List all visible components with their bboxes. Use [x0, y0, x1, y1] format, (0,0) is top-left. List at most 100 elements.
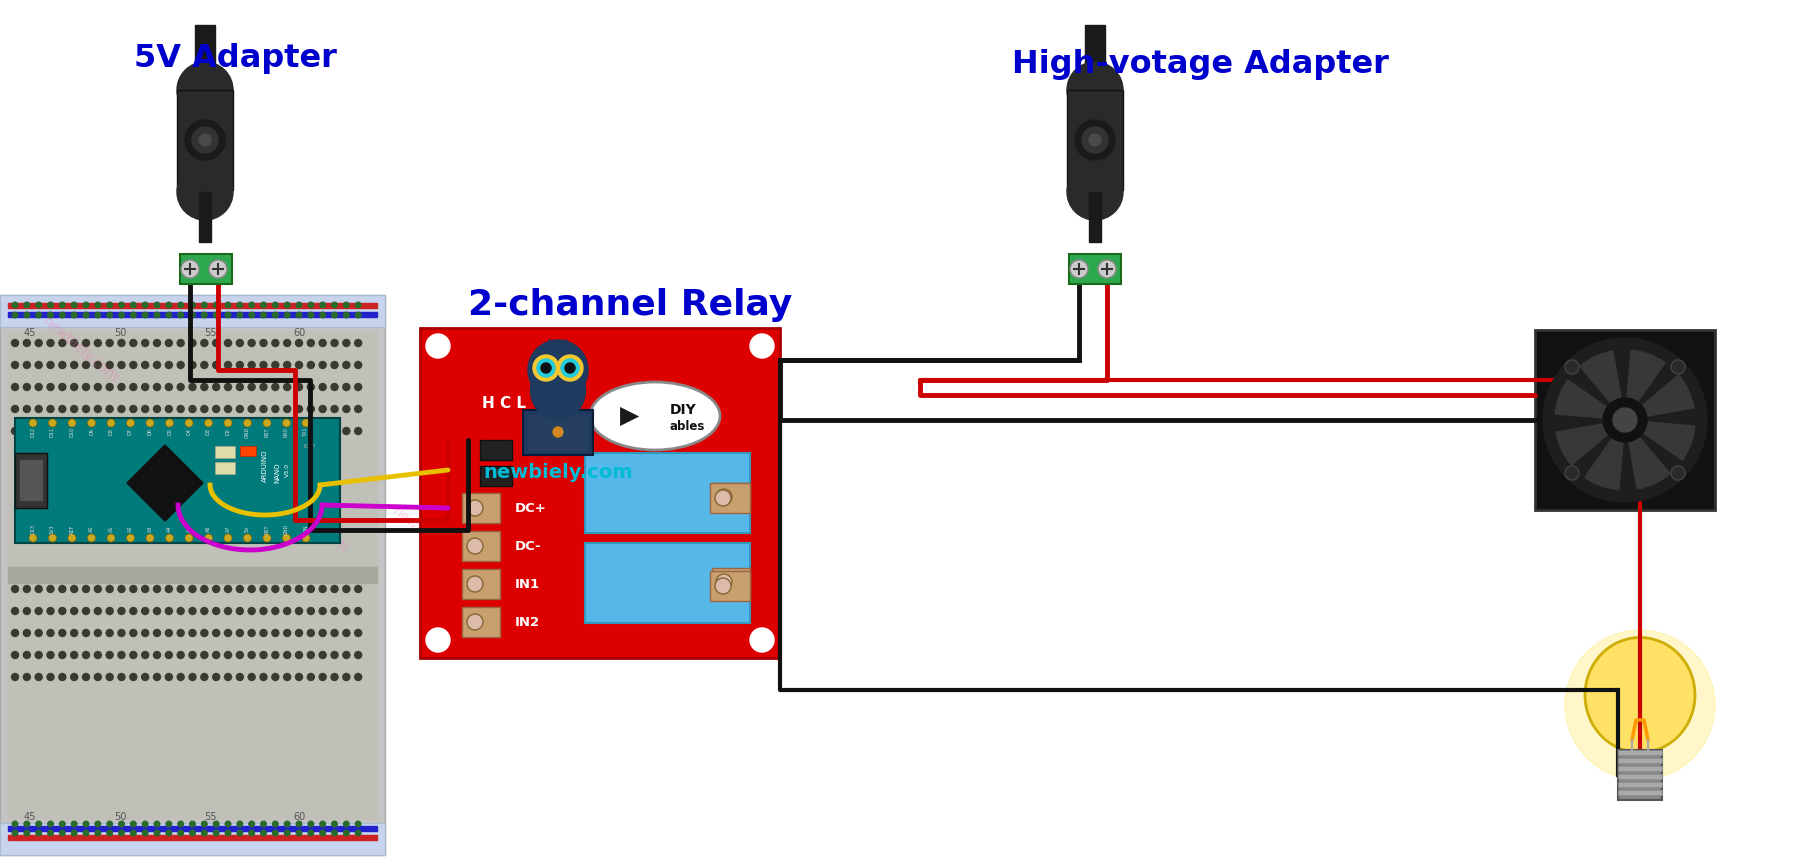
Circle shape: [283, 608, 290, 615]
Circle shape: [319, 303, 326, 308]
Circle shape: [283, 406, 290, 413]
Bar: [1536, 330, 1715, 510]
Circle shape: [178, 821, 183, 827]
Circle shape: [236, 651, 243, 659]
Circle shape: [11, 383, 18, 390]
Circle shape: [83, 674, 89, 681]
Circle shape: [272, 312, 277, 318]
Bar: [586, 453, 751, 533]
Circle shape: [283, 674, 290, 681]
Circle shape: [1082, 127, 1108, 153]
Circle shape: [154, 427, 161, 434]
Text: newbiely.com: newbiely.com: [270, 485, 350, 556]
Circle shape: [296, 303, 301, 308]
Circle shape: [248, 821, 254, 827]
Circle shape: [58, 651, 65, 659]
Circle shape: [118, 831, 125, 836]
Circle shape: [303, 419, 310, 427]
Circle shape: [343, 312, 350, 318]
Bar: [713, 568, 751, 596]
Circle shape: [34, 674, 42, 681]
Circle shape: [118, 383, 125, 390]
Circle shape: [212, 608, 219, 615]
Circle shape: [308, 585, 314, 592]
Circle shape: [332, 427, 337, 434]
Circle shape: [283, 340, 290, 347]
Circle shape: [178, 629, 185, 636]
Text: ables: ables: [671, 420, 705, 433]
Circle shape: [165, 406, 172, 413]
Circle shape: [212, 383, 219, 390]
Circle shape: [468, 614, 482, 630]
Circle shape: [118, 427, 125, 434]
Circle shape: [58, 340, 65, 347]
Text: D11: D11: [51, 427, 54, 437]
Circle shape: [201, 821, 207, 827]
Circle shape: [332, 362, 337, 368]
Circle shape: [236, 406, 243, 413]
Circle shape: [716, 574, 732, 590]
Circle shape: [189, 651, 196, 659]
Circle shape: [69, 419, 76, 427]
Circle shape: [261, 303, 267, 308]
Bar: [711, 483, 751, 513]
Circle shape: [94, 340, 102, 347]
Circle shape: [201, 340, 208, 347]
Circle shape: [141, 674, 149, 681]
Circle shape: [214, 821, 219, 827]
Circle shape: [47, 312, 53, 318]
Text: A1: A1: [109, 525, 114, 532]
Text: IN2: IN2: [515, 616, 540, 629]
Circle shape: [248, 383, 256, 390]
Circle shape: [141, 383, 149, 390]
Circle shape: [83, 303, 89, 308]
Circle shape: [343, 362, 350, 368]
Circle shape: [24, 383, 31, 390]
Circle shape: [332, 406, 337, 413]
Circle shape: [343, 608, 350, 615]
Circle shape: [308, 427, 314, 434]
Bar: [7, 331, 377, 819]
Circle shape: [190, 831, 196, 836]
Circle shape: [131, 651, 136, 659]
Bar: [196, 25, 216, 90]
Bar: [713, 483, 751, 511]
Bar: [15, 453, 47, 508]
Circle shape: [167, 831, 172, 836]
Circle shape: [225, 831, 230, 836]
Circle shape: [201, 831, 207, 836]
Circle shape: [528, 340, 587, 400]
Circle shape: [248, 585, 256, 592]
Circle shape: [107, 585, 112, 592]
Circle shape: [178, 340, 185, 347]
Circle shape: [34, 406, 42, 413]
Circle shape: [131, 303, 136, 308]
Circle shape: [178, 406, 185, 413]
Bar: [1617, 750, 1663, 800]
Circle shape: [190, 821, 196, 827]
Circle shape: [343, 406, 350, 413]
Circle shape: [167, 312, 172, 318]
Text: newbiely.com: newbiely.com: [40, 315, 120, 386]
Circle shape: [107, 608, 112, 615]
Circle shape: [751, 628, 774, 652]
Circle shape: [178, 164, 234, 220]
Circle shape: [94, 383, 102, 390]
Text: High-votage Adapter: High-votage Adapter: [1012, 49, 1389, 81]
Circle shape: [190, 303, 196, 308]
Circle shape: [285, 303, 290, 308]
Circle shape: [272, 427, 279, 434]
Circle shape: [24, 608, 31, 615]
Circle shape: [47, 608, 54, 615]
Bar: [1617, 790, 1663, 795]
Bar: [711, 571, 751, 601]
Circle shape: [181, 260, 199, 278]
Circle shape: [127, 534, 134, 542]
Text: V3.0: V3.0: [285, 463, 290, 477]
Circle shape: [272, 406, 279, 413]
Circle shape: [1099, 260, 1117, 278]
Circle shape: [319, 383, 326, 390]
Circle shape: [71, 629, 78, 636]
Circle shape: [141, 608, 149, 615]
Bar: [1070, 254, 1120, 284]
